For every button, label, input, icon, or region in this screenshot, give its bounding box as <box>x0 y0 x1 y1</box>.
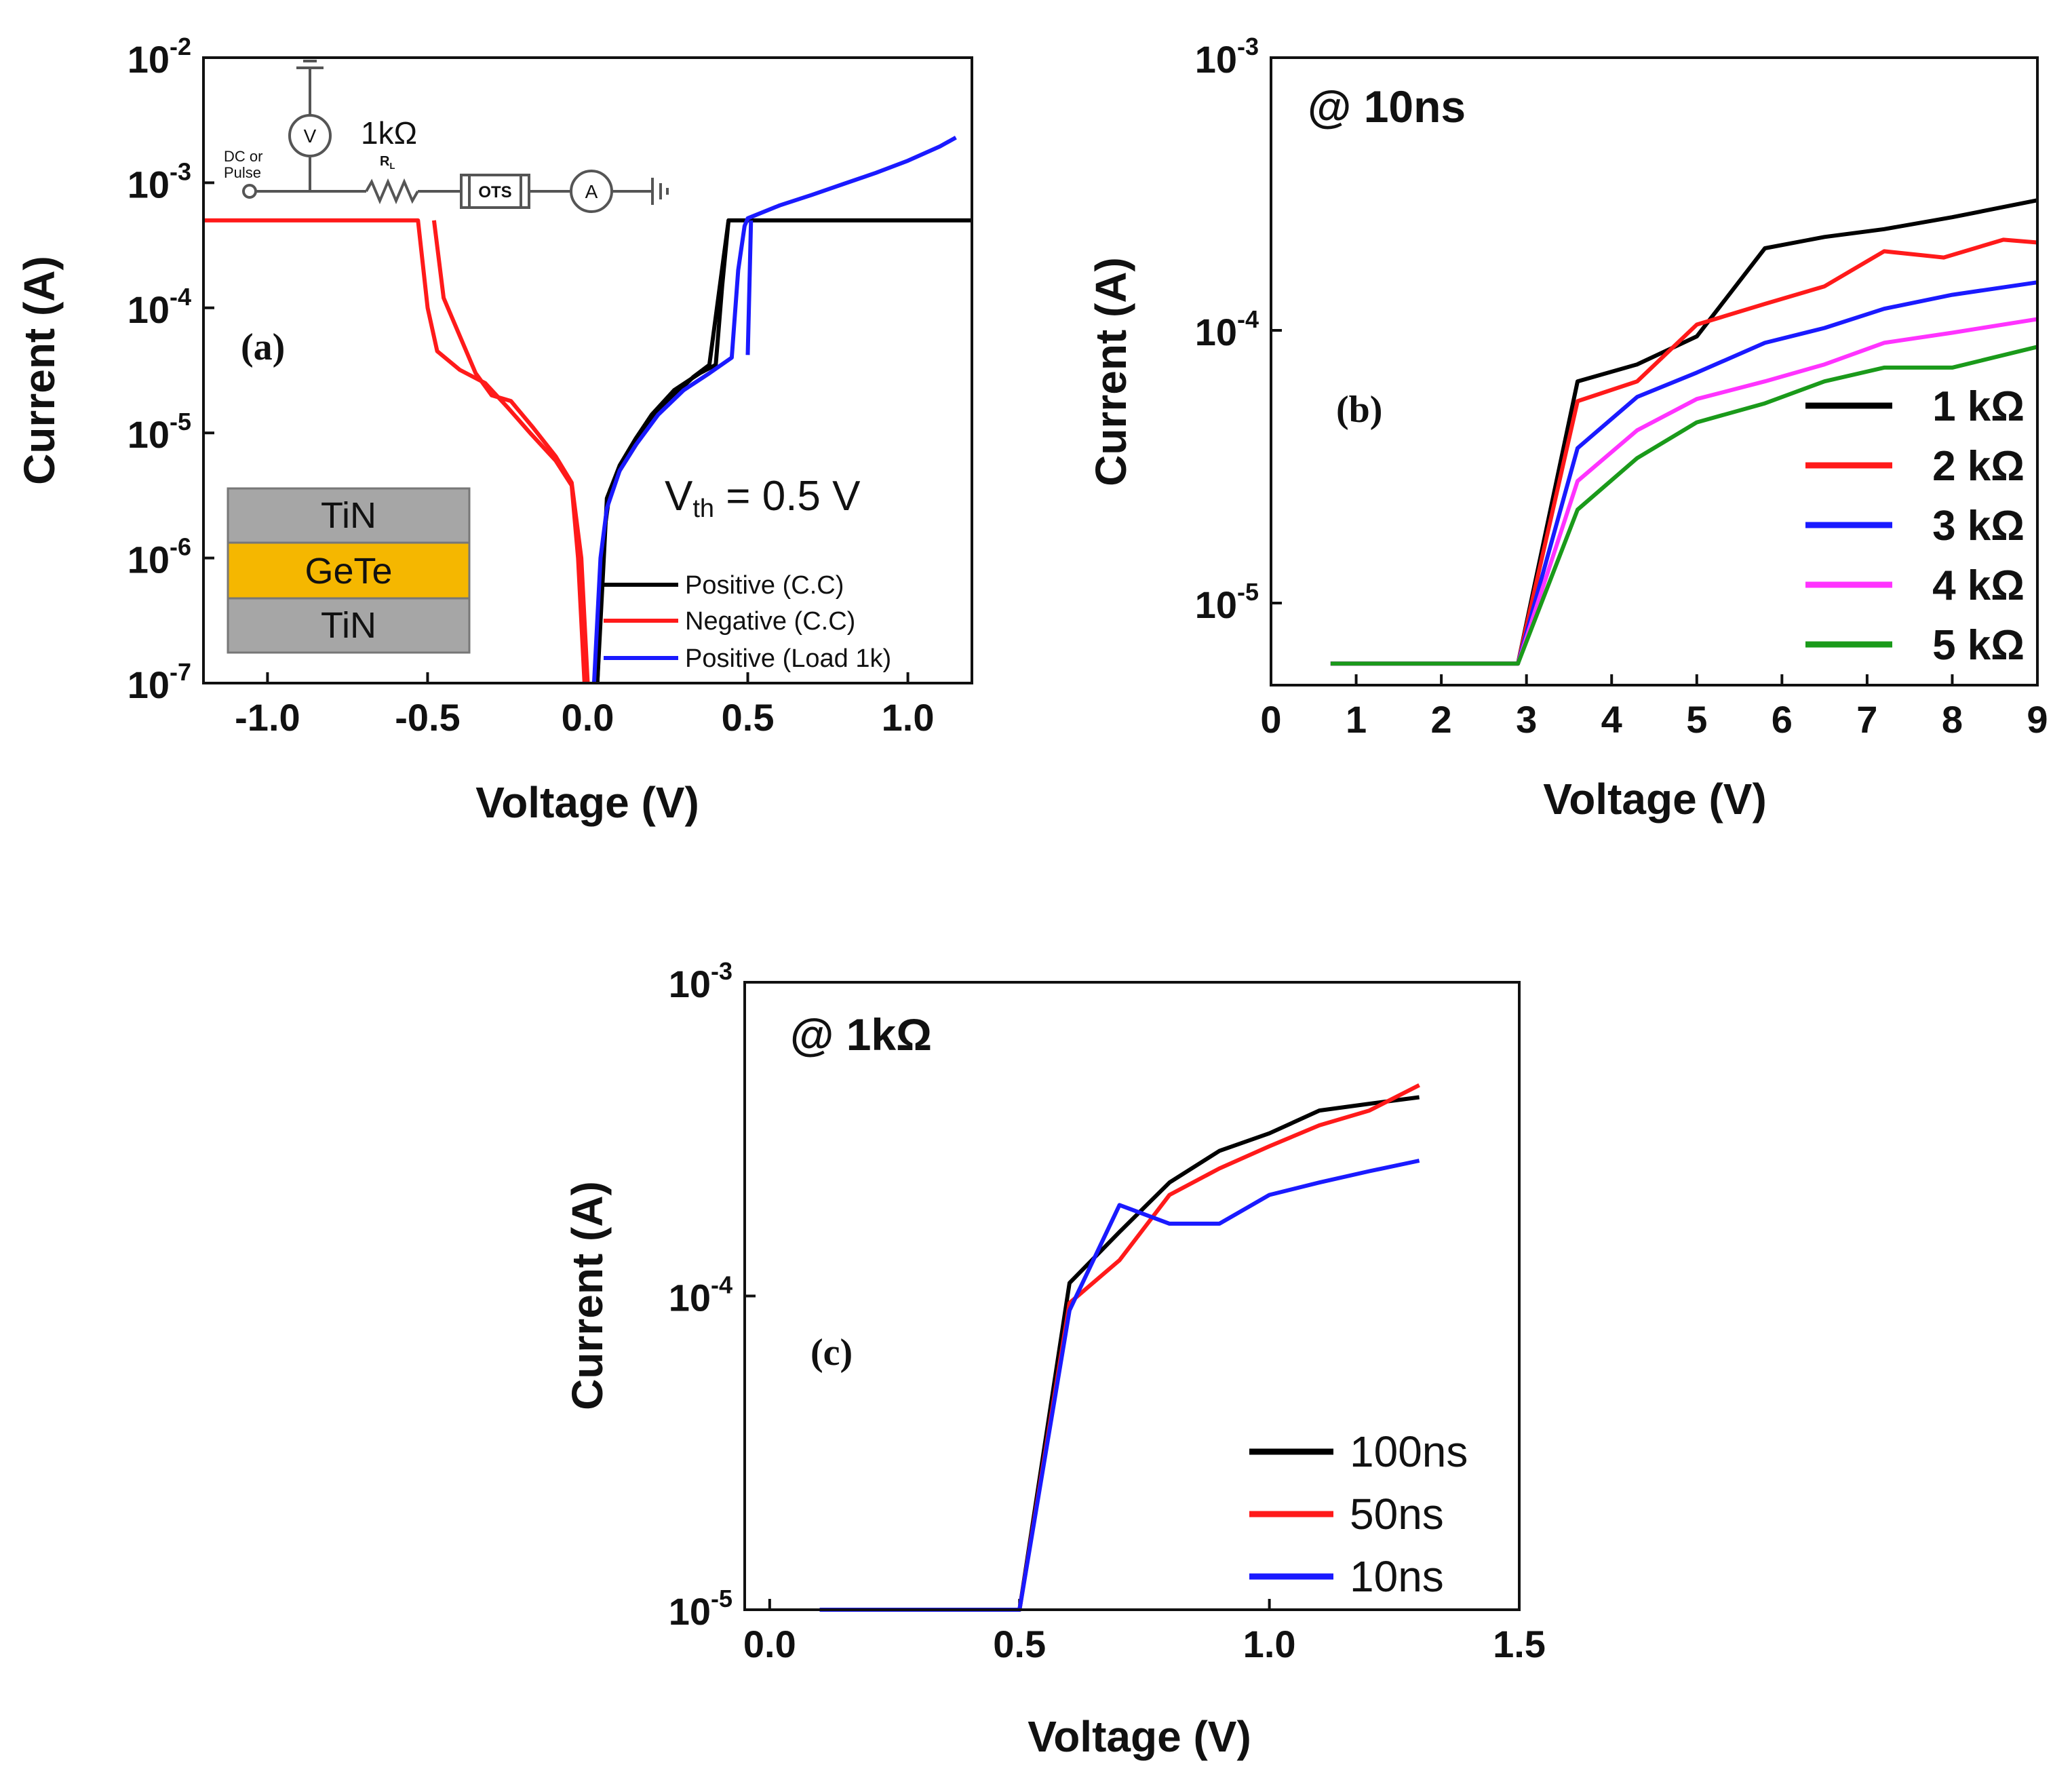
circuit-diagram <box>242 60 669 213</box>
panel-b-x-tick-label: 7 <box>1856 698 1877 741</box>
panel-c-ticks: 0.0 0.5 1.0 1.5 10-5 10-4 10-3 <box>669 957 1546 1665</box>
legend-b-label-5-k: 5 kΩ <box>1932 622 2025 669</box>
panel-b-series <box>1330 198 2038 666</box>
panel-a-series-positive-load-1k <box>745 220 754 355</box>
panel-a-y-tick-label: 10-4 <box>128 283 191 331</box>
threshold-voltage-annotation: Vth = 0.5 V <box>665 473 861 523</box>
resistor-symbol <box>365 178 419 205</box>
panel-a-x-axis-title: Voltage (V) <box>475 778 699 827</box>
panel-c-x-tick-label: 1.0 <box>1243 1623 1296 1665</box>
panel-b-series-1-k <box>1330 198 2038 666</box>
voltmeter-label: V <box>304 125 317 147</box>
stack-bottom-label: TiN <box>321 605 376 646</box>
stack-bottom-tin <box>227 597 471 654</box>
stack-middle-gete <box>227 541 471 600</box>
panel-b-plot-frame <box>1270 56 2039 686</box>
panel-b-y-tick-label: 10-3 <box>1195 33 1259 81</box>
legend-b-label-1-k: 1 kΩ <box>1932 383 2025 430</box>
panel-b-x-tick-label: 3 <box>1516 698 1537 741</box>
legend-c-label-10ns: 10ns <box>1350 1552 1444 1601</box>
panel-b-title: @ 10ns <box>1308 81 1466 132</box>
panel-c-y-tick-label: 10-3 <box>669 957 732 1005</box>
panel-b-x-axis-title: Voltage (V) <box>1543 775 1767 824</box>
panel-a-series-positive-c-c <box>595 220 731 684</box>
panel-a-series-negative-c-c <box>431 220 590 684</box>
stack-top-label: TiN <box>321 495 376 536</box>
panel-a-x-tick-label: -0.5 <box>395 696 461 739</box>
panel-c-y-tick-label: 10-5 <box>669 1585 732 1633</box>
panel-a-y-tick-label: 10-6 <box>128 533 191 581</box>
resistor-value-label: 1kΩ <box>361 115 417 151</box>
panel-c-x-axis-title: Voltage (V) <box>1028 1712 1251 1761</box>
stack-top-tin <box>227 487 471 544</box>
legend-a-label-negative-cc: Negative (C.C) <box>685 607 855 636</box>
panel-c-series-10ns <box>819 1159 1420 1612</box>
panel-a-y-axis-title: Current (A) <box>15 256 64 485</box>
panel-b: 0 1 2 3 4 5 6 7 8 9 10-5 10-4 10-3 @ 10ns (b) 1 kΩ 2 … <box>1087 33 2048 824</box>
panel-a-x-tick-label: 0.0 <box>562 696 614 739</box>
legend-a-label-positive-cc: Positive (C.C) <box>685 571 844 600</box>
panel-a-plot-frame <box>202 56 973 684</box>
panel-b-series-3-k <box>1330 280 2038 666</box>
panel-c-label: (c) <box>810 1332 853 1374</box>
panel-c: 0.0 0.5 1.0 1.5 10-5 10-4 10-3 @ 1kΩ (c) 100ns… <box>563 957 1546 1761</box>
panel-b-x-tick-label: 9 <box>2027 698 2048 741</box>
ammeter-label: A <box>585 181 598 202</box>
panel-b-ticks: 0 1 2 3 4 5 6 7 8 9 10-5 10-4 10-3 <box>1195 33 2048 741</box>
panel-a-ticks: -1.0 -0.5 0.0 0.5 1.0 10-7 10-6 10-5 10-4 10-3 10-… <box>128 33 935 739</box>
panel-c-title: @ 1kΩ <box>790 1009 932 1060</box>
panel-c-y-axis-title: Current (A) <box>563 1181 612 1410</box>
panel-b-x-tick-label: 5 <box>1686 698 1707 741</box>
panel-a-y-tick-label: 10-7 <box>128 658 191 706</box>
panel-a-x-tick-label: -1.0 <box>235 696 300 739</box>
panel-a: -1.0 -0.5 0.0 0.5 1.0 10-7 10-6 10-5 10-4 10-3 10-… <box>15 33 973 827</box>
panel-b-x-tick-label: 2 <box>1431 698 1452 741</box>
legend-a-label-positive-load: Positive (Load 1k) <box>685 644 891 673</box>
ots-device-label: OTS <box>478 183 511 201</box>
panel-b-label: (b) <box>1336 389 1382 431</box>
panel-c-y-tick-label: 10-4 <box>669 1271 732 1319</box>
panel-c-x-tick-label: 0.0 <box>743 1623 796 1665</box>
panel-b-series-4-k <box>1330 317 2038 666</box>
panel-a-y-tick-label: 10-3 <box>128 157 191 206</box>
panel-b-y-tick-label: 10-4 <box>1195 305 1259 353</box>
panel-b-x-tick-label: 8 <box>1942 698 1963 741</box>
panel-a-x-tick-label: 1.0 <box>882 696 935 739</box>
panel-a-label: (a) <box>241 326 285 368</box>
panel-c-series-50ns <box>819 1083 1420 1612</box>
panel-c-x-tick-label: 1.5 <box>1493 1623 1546 1665</box>
panel-a-series <box>203 136 972 684</box>
panel-a-series-positive-load-1k <box>591 136 957 684</box>
stack-middle-label: GeTe <box>305 551 392 592</box>
panel-a-y-tick-label: 10-5 <box>128 408 191 456</box>
panel-c-series-100ns <box>819 1095 1420 1612</box>
panel-c-series <box>819 1083 1420 1612</box>
panel-b-y-axis-title: Current (A) <box>1087 257 1135 486</box>
panel-c-legend: 100ns 50ns 10ns <box>1249 1427 1468 1601</box>
circuit-source-label-1: DC or <box>224 148 262 165</box>
resistor-symbol-label: RL <box>380 154 395 171</box>
legend-c-label-100ns: 100ns <box>1350 1427 1468 1476</box>
panel-c-x-tick-label: 0.5 <box>993 1623 1046 1665</box>
legend-b-label-3-k: 3 kΩ <box>1932 503 2025 549</box>
circuit-source-label-2: Pulse <box>224 164 261 181</box>
legend-c-label-50ns: 50ns <box>1350 1490 1444 1539</box>
legend-b-label-4-k: 4 kΩ <box>1932 562 2025 609</box>
panel-b-series-5-k <box>1330 345 2038 666</box>
panel-b-x-tick-label: 6 <box>1772 698 1793 741</box>
panel-c-plot-frame <box>743 981 1521 1611</box>
legend-b-label-2-k: 2 kΩ <box>1932 443 2025 490</box>
panel-b-x-tick-label: 0 <box>1260 698 1281 741</box>
panel-b-legend: 1 kΩ 2 kΩ 3 kΩ 4 kΩ 5 kΩ <box>1805 383 2025 669</box>
panel-b-series-2-k <box>1330 237 2038 666</box>
panel-b-y-tick-label: 10-5 <box>1195 578 1259 626</box>
panel-a-x-tick-label: 0.5 <box>722 696 775 739</box>
panel-a-y-tick-label: 10-2 <box>128 33 191 81</box>
panel-b-x-tick-label: 1 <box>1346 698 1367 741</box>
circuit-source-terminal <box>242 184 257 199</box>
panel-b-x-tick-label: 4 <box>1601 698 1622 741</box>
